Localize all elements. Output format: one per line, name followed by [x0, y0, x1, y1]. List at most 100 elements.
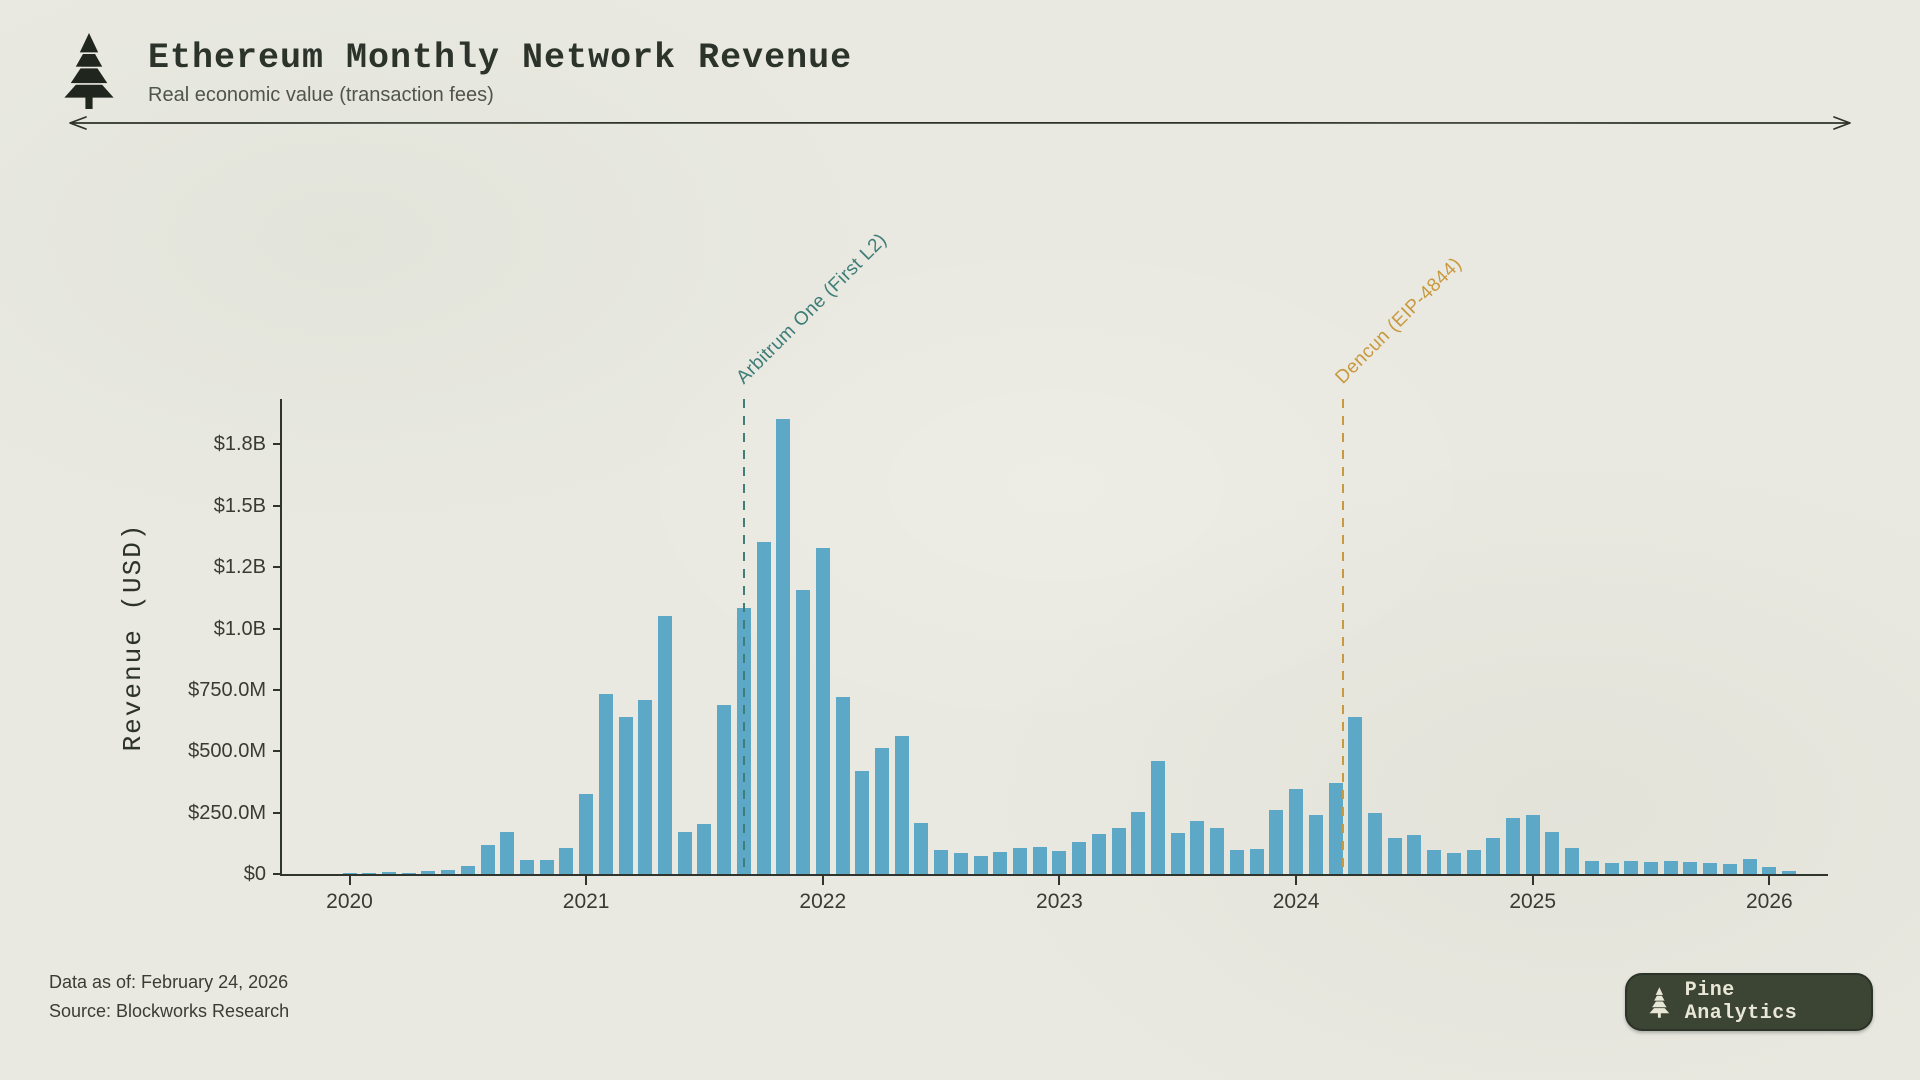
- y-tick-mark: [273, 627, 282, 630]
- y-tick-mark: [273, 566, 282, 569]
- y-tick-label: $250.0M: [188, 801, 266, 824]
- badge-pine-icon: [1649, 986, 1670, 1018]
- x-tick-mark: [348, 876, 351, 885]
- revenue-bar: [401, 872, 416, 874]
- right-arrow-icon: [1833, 116, 1851, 130]
- y-tick-label: $1.5B: [213, 494, 266, 517]
- x-tick-label: 2024: [1272, 890, 1320, 913]
- divider-arrow-line: [69, 116, 1851, 130]
- revenue-bar: [1644, 862, 1659, 874]
- x-tick-label: 2022: [799, 890, 847, 913]
- revenue-bar: [460, 866, 475, 874]
- revenue-bar: [1584, 861, 1599, 874]
- revenue-bar: [1742, 858, 1757, 874]
- y-tick-label: $1.8B: [213, 433, 266, 456]
- y-tick-mark: [273, 443, 282, 446]
- revenue-bar: [1565, 848, 1580, 874]
- revenue-bar: [1446, 852, 1461, 874]
- revenue-bar: [1663, 860, 1678, 874]
- x-tick-mark: [1531, 876, 1534, 885]
- revenue-bar: [1111, 828, 1126, 874]
- revenue-bar: [598, 694, 613, 874]
- x-tick-label: 2023: [1036, 890, 1083, 913]
- revenue-bar: [1683, 861, 1698, 874]
- revenue-bar: [519, 860, 534, 874]
- revenue-bar: [993, 852, 1008, 874]
- revenue-bar: [815, 548, 830, 874]
- revenue-bar: [1387, 838, 1402, 874]
- pine-tree-logo: [58, 32, 120, 110]
- revenue-bar: [1782, 870, 1797, 874]
- revenue-bar: [1722, 864, 1737, 874]
- x-axis-spine: [280, 874, 1828, 876]
- revenue-bar: [776, 419, 791, 874]
- y-tick-label: $500.0M: [188, 740, 266, 763]
- revenue-bar: [1012, 847, 1027, 874]
- revenue-bar: [1308, 815, 1323, 874]
- revenue-bar: [697, 824, 712, 874]
- revenue-bar: [1466, 850, 1481, 874]
- revenue-bar: [717, 705, 732, 874]
- pine-tree-icon: [64, 33, 114, 109]
- x-tick-label: 2026: [1745, 890, 1793, 913]
- revenue-bar: [796, 589, 811, 874]
- revenue-bar: [381, 871, 396, 874]
- revenue-bar: [342, 872, 357, 874]
- revenue-bar: [1407, 835, 1422, 874]
- revenue-bar: [638, 700, 653, 874]
- revenue-bar: [973, 855, 988, 874]
- x-tick-mark: [1295, 876, 1298, 885]
- x-tick-mark: [821, 876, 824, 885]
- revenue-bar: [835, 696, 850, 874]
- revenue-bar: [1525, 815, 1540, 874]
- revenue-bar: [953, 852, 968, 874]
- y-tick-mark: [273, 504, 282, 507]
- y-tick-label: $1.0B: [213, 617, 266, 640]
- revenue-bar: [1328, 782, 1343, 874]
- revenue-bar: [1131, 812, 1146, 874]
- revenue-bar: [559, 848, 574, 874]
- x-tick-label: 2020: [326, 890, 373, 913]
- revenue-bar: [441, 870, 456, 874]
- y-tick-label: $750.0M: [188, 678, 266, 701]
- revenue-bar: [934, 849, 949, 874]
- revenue-bar: [1052, 851, 1067, 874]
- annotation-line: [742, 399, 745, 874]
- x-tick-mark: [1768, 876, 1771, 885]
- revenue-bar: [1170, 832, 1185, 874]
- revenue-bar: [539, 859, 554, 874]
- revenue-bar: [1032, 847, 1047, 874]
- revenue-bar: [480, 845, 495, 874]
- plot-area: $0 $250.0M $500.0M $750.0M $1.0B $1.2B $1.5B $1…: [188, 230, 1828, 913]
- badge-label: Pine Analytics: [1684, 979, 1798, 1025]
- x-tick-label: 2021: [562, 890, 610, 913]
- annotation-line: [1342, 399, 1345, 874]
- annotation-label: Dencun (EIP-4844): [1331, 253, 1467, 389]
- y-tick-mark: [273, 688, 282, 691]
- revenue-bar: [618, 716, 633, 874]
- x-tick-label: 2025: [1509, 890, 1557, 913]
- revenue-bar: [914, 822, 929, 874]
- header: Ethereum Monthly Network Revenue Real ec…: [148, 38, 852, 107]
- revenue-bar: [1505, 817, 1520, 874]
- revenue-bar: [1348, 716, 1363, 874]
- revenue-bar: [1703, 862, 1718, 874]
- revenue-bar: [1210, 828, 1225, 874]
- pine-analytics-badge: Pine Analytics: [1625, 973, 1873, 1031]
- page-subtitle: Real economic value (transaction fees): [148, 84, 494, 106]
- revenue-bar: [1072, 841, 1087, 874]
- revenue-bar: [677, 831, 692, 874]
- revenue-bar: [1229, 849, 1244, 874]
- y-tick-label: $1.2B: [213, 556, 266, 579]
- revenue-bar: [421, 871, 436, 874]
- footer: Data as of: February 24, 2026 Source: Bl…: [49, 968, 289, 1026]
- revenue-bar: [874, 747, 889, 874]
- revenue-bar: [1604, 862, 1619, 874]
- source-text: Source: Blockworks Research: [49, 1001, 290, 1021]
- left-arrow-icon: [69, 116, 87, 130]
- revenue-bar: [1151, 761, 1166, 874]
- revenue-bar: [1624, 860, 1639, 874]
- page-title: Ethereum Monthly Network Revenue: [148, 38, 853, 78]
- x-tick-mark: [585, 876, 588, 885]
- x-tick-mark: [1058, 876, 1061, 885]
